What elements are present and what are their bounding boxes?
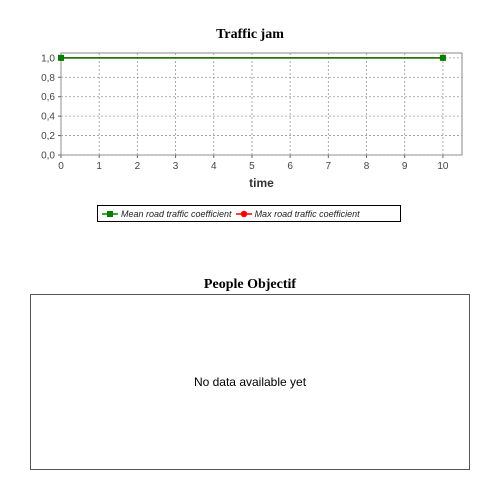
y-tick-label: 0,6 [41,92,55,103]
chart-title-people-objectif: People Objectif [203,277,297,292]
y-tick-label: 0,8 [41,73,55,84]
y-tick-label: 0,0 [41,151,55,162]
y-tick-label: 0,4 [41,112,55,123]
traffic-jam-chart: 0 1 2 3 4 5 6 7 8 9 10 0,0 0,2 0,4 0,6 0,8 1,0 time [41,52,463,190]
x-tick-label: 1 [96,161,102,172]
legend-item-mean: Mean road traffic coefficient [102,209,232,219]
legend-label-max: Max road traffic coefficient [254,208,360,219]
data-point-mean [58,54,64,61]
x-tick-label: 7 [326,161,332,172]
data-point-mean [439,54,446,61]
x-tick-label: 4 [211,161,217,172]
x-tick-label: 6 [287,161,293,172]
legend-label-mean: Mean road traffic coefficient [121,208,232,219]
legend-item-max: Max road traffic coefficient [235,208,360,219]
chart-legend: Mean road traffic coefficient Max road t… [97,205,401,222]
x-tick-label: 8 [364,161,370,172]
x-tick-label: 3 [173,161,179,172]
y-tick-label: 1,0 [41,53,55,64]
x-tick-label: 2 [135,161,141,172]
x-tick-label: 10 [437,161,449,172]
legend-swatch-mean [102,210,118,217]
plot-area [60,52,463,156]
x-tick-label: 9 [402,161,408,172]
no-data-message: No data available yet [193,375,307,389]
people-objectif-plot-area: No data available yet [30,294,470,470]
y-tick-label: 0,2 [41,131,55,142]
legend-swatch-max [235,210,252,217]
chart-title-traffic-jam: Traffic jam [216,27,284,42]
x-tick-label: 0 [58,161,64,172]
x-tick-label: 5 [249,161,255,172]
x-axis-label: time [249,176,274,190]
